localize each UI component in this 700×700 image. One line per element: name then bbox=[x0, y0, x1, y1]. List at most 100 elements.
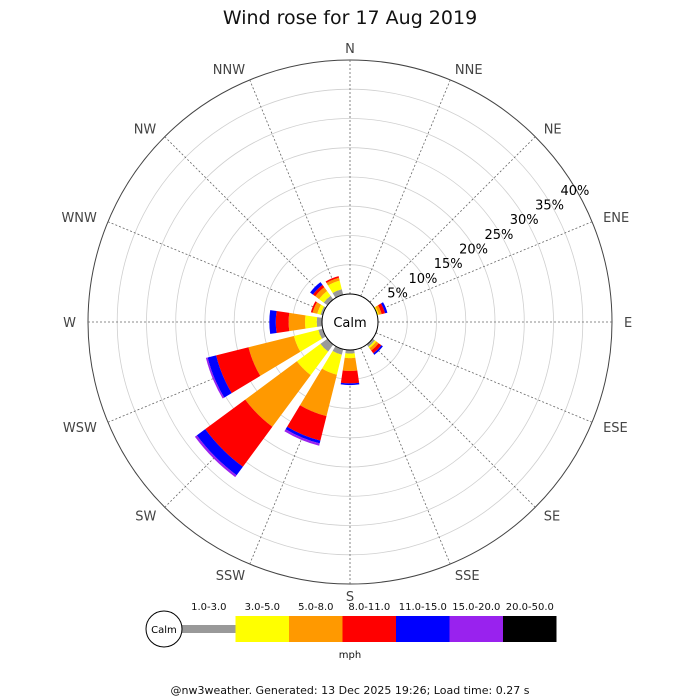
legend-label: 8.0-11.0 bbox=[348, 602, 390, 613]
bar-wnw-5.0-8.0 bbox=[312, 302, 321, 314]
grid-spoke bbox=[360, 347, 451, 565]
calm-label: Calm bbox=[333, 316, 366, 331]
direction-label-nne: NNE bbox=[455, 63, 483, 78]
radial-tick-label: 35% bbox=[535, 199, 564, 214]
legend-swatch-11.0-15.0 bbox=[396, 616, 450, 642]
footer-text: @nw3weather. Generated: 13 Dec 2025 19:2… bbox=[171, 684, 530, 697]
bar-sw-11.0-15.0 bbox=[196, 429, 243, 476]
direction-label-ese: ESE bbox=[603, 421, 628, 436]
calm-center: Calm bbox=[321, 293, 379, 351]
grid-spoke bbox=[369, 341, 536, 508]
direction-label-ne: NE bbox=[544, 122, 562, 137]
radial-tick-label: 25% bbox=[484, 228, 513, 243]
grid-ring bbox=[146, 118, 554, 526]
direction-label-nw: NW bbox=[134, 122, 157, 137]
calm-circle bbox=[321, 293, 379, 351]
direction-label-wsw: WSW bbox=[63, 421, 97, 436]
legend-swatch-1.0-3.0 bbox=[182, 625, 236, 633]
legend-label: 20.0-50.0 bbox=[506, 602, 554, 613]
bar-wsw-5.0-8.0 bbox=[248, 336, 301, 376]
bar-wsw-8.0-11.0 bbox=[216, 347, 261, 394]
bar-se-3.0-5.0 bbox=[368, 340, 377, 349]
bar-wnw-8.0-11.0 bbox=[310, 301, 317, 313]
chart-title: Wind rose for 17 Aug 2019 bbox=[223, 7, 477, 29]
legend-label: 1.0-3.0 bbox=[191, 602, 226, 613]
grid-spoke bbox=[369, 136, 536, 303]
grid-spoke bbox=[249, 79, 340, 297]
grid-ring bbox=[263, 235, 437, 409]
bar-ssw-11.0-15.0 bbox=[285, 426, 321, 444]
legend-swatch-8.0-11.0 bbox=[342, 616, 396, 642]
bar-sw-15.0-20.0 bbox=[194, 435, 237, 478]
bar-nnw-5.0-8.0 bbox=[326, 277, 340, 286]
grid-ring bbox=[233, 205, 467, 439]
bar-sw-5.0-8.0 bbox=[245, 361, 311, 427]
legend-label: 5.0-8.0 bbox=[298, 602, 333, 613]
radial-tick-label: 30% bbox=[510, 213, 539, 228]
direction-label-s: S bbox=[346, 590, 354, 605]
bar-w-5.0-8.0 bbox=[288, 312, 306, 332]
legend-label: 15.0-20.0 bbox=[452, 602, 500, 613]
grid-spoke bbox=[375, 332, 593, 423]
bar-wsw-15.0-20.0 bbox=[205, 357, 225, 399]
legend-unit: mph bbox=[339, 650, 361, 661]
direction-label-ssw: SSW bbox=[216, 569, 246, 584]
direction-label-nnw: NNW bbox=[213, 63, 245, 78]
bar-nnw-1.0-3.0 bbox=[332, 289, 344, 298]
bar-nw-11.0-15.0 bbox=[310, 282, 323, 295]
direction-label-sw: SW bbox=[135, 510, 156, 525]
legend-calm-circle bbox=[145, 610, 183, 648]
bar-w-1.0-3.0 bbox=[316, 317, 323, 327]
bar-wnw-1.0-3.0 bbox=[320, 306, 326, 316]
legend-calm-label: Calm bbox=[151, 625, 177, 636]
speed-legend: 1.0-3.0 3.0-5.0 5.0-8.0 8.0-11.0 11.0-15.0 15… bbox=[145, 602, 557, 661]
bar-nnw-8.0-11.0 bbox=[325, 276, 339, 283]
bar-ene-5.0-8.0 bbox=[375, 305, 382, 315]
bar-s-5.0-8.0 bbox=[342, 357, 358, 372]
grid-spoke bbox=[107, 221, 325, 312]
bar-s-1.0-3.0 bbox=[345, 349, 355, 354]
direction-label-sse: SSE bbox=[455, 569, 480, 584]
radial-tick-label: 40% bbox=[560, 184, 589, 199]
grid-spoke bbox=[375, 221, 593, 312]
direction-label-wnw: WNW bbox=[61, 211, 97, 226]
bar-ene-8.0-11.0 bbox=[378, 303, 386, 315]
bar-ene-11.0-15.0 bbox=[381, 302, 388, 314]
radial-tick-label: 5% bbox=[387, 286, 408, 301]
bar-wsw-11.0-15.0 bbox=[207, 355, 232, 398]
bar-wsw-3.0-5.0 bbox=[293, 329, 322, 352]
bar-nw-3.0-5.0 bbox=[319, 291, 331, 303]
bar-s-3.0-5.0 bbox=[344, 353, 356, 359]
direction-label-e: E bbox=[624, 316, 632, 331]
bar-s-8.0-11.0 bbox=[340, 370, 360, 384]
bar-w-8.0-11.0 bbox=[275, 311, 290, 333]
radial-tick-label: 10% bbox=[408, 272, 437, 287]
bar-nw-8.0-11.0 bbox=[312, 284, 325, 297]
bar-ssw-3.0-5.0 bbox=[322, 351, 342, 375]
bar-nw-5.0-8.0 bbox=[315, 287, 328, 300]
bar-wsw-1.0-3.0 bbox=[318, 328, 326, 339]
direction-label-ene: ENE bbox=[603, 211, 629, 226]
bar-se-1.0-3.0 bbox=[366, 338, 375, 347]
wind-bars bbox=[194, 276, 388, 478]
grid-spoke bbox=[360, 79, 451, 297]
legend-swatch-15.0-20.0 bbox=[449, 616, 503, 642]
legend-label: 3.0-5.0 bbox=[245, 602, 280, 613]
direction-label-n: N bbox=[345, 42, 355, 57]
bar-se-5.0-8.0 bbox=[369, 341, 379, 351]
bar-ssw-8.0-11.0 bbox=[287, 405, 327, 441]
legend-swatch-20.0-50.0 bbox=[503, 616, 557, 642]
bar-wnw-3.0-5.0 bbox=[317, 304, 324, 315]
bar-sw-8.0-11.0 bbox=[205, 399, 273, 467]
bar-sw-3.0-5.0 bbox=[296, 343, 329, 376]
direction-label-se: SE bbox=[544, 510, 560, 525]
bar-s-11.0-15.0 bbox=[340, 382, 360, 386]
radial-tick-label: 20% bbox=[459, 243, 488, 258]
legend-swatch-3.0-5.0 bbox=[235, 616, 289, 642]
bar-ssw-15.0-20.0 bbox=[284, 429, 320, 446]
grid-ring bbox=[175, 147, 525, 497]
legend-label: 11.0-15.0 bbox=[399, 602, 447, 613]
bar-nw-1.0-3.0 bbox=[323, 295, 334, 306]
bar-nnw-3.0-5.0 bbox=[328, 280, 342, 293]
